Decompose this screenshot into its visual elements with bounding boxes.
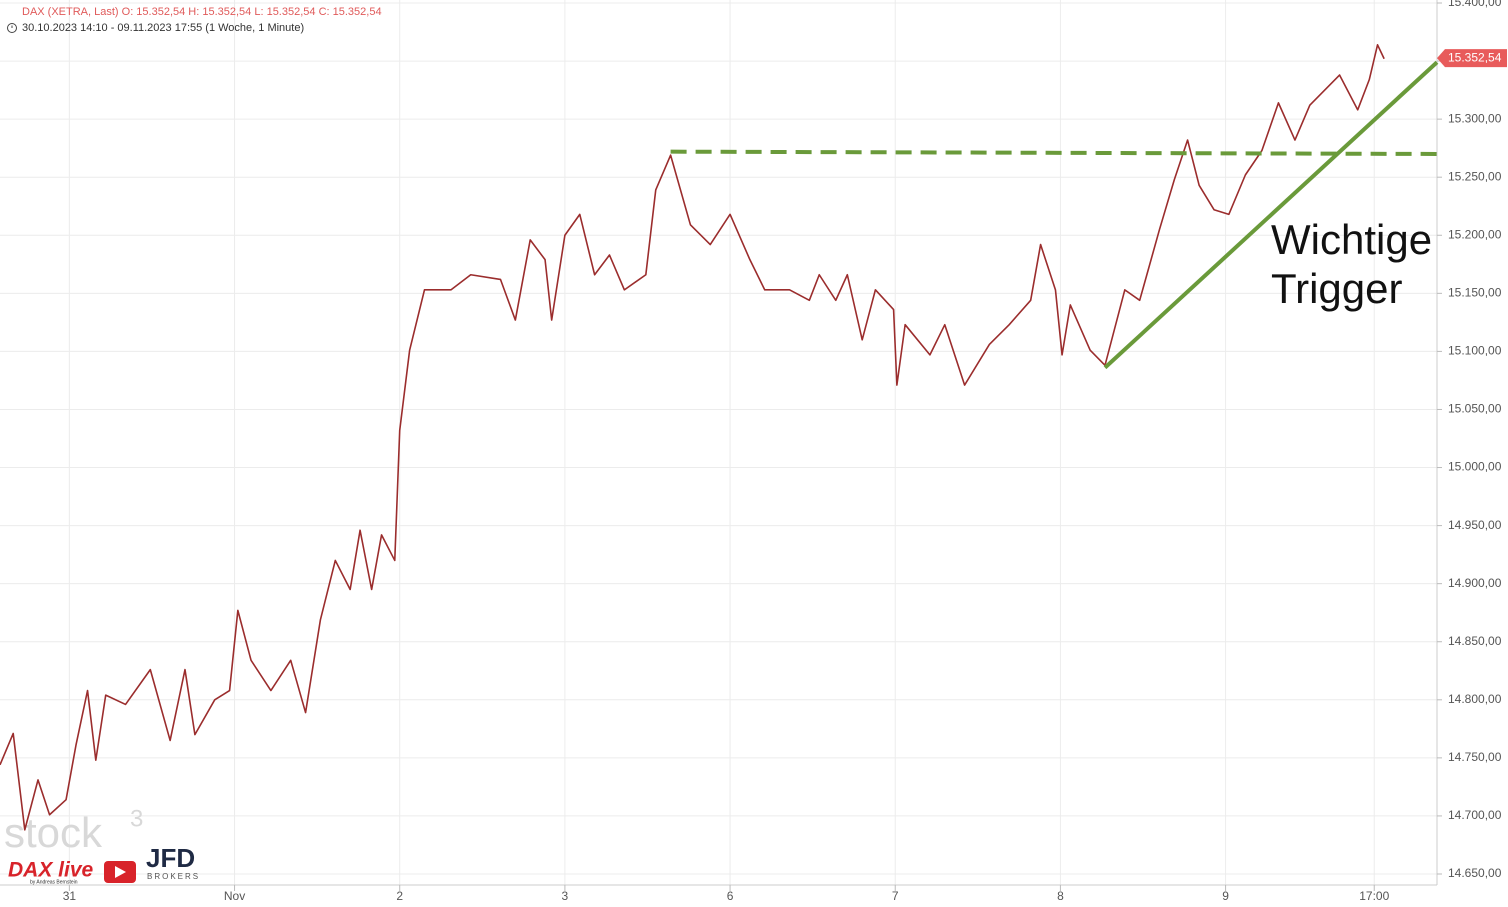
x-tick-label: 3 <box>562 889 569 903</box>
watermark: stock <box>4 809 103 856</box>
annotation: Trigger <box>1271 265 1402 312</box>
y-tick-label: 14.950,00 <box>1448 518 1502 532</box>
y-tick-label: 15.200,00 <box>1448 227 1502 241</box>
grid <box>0 0 1437 885</box>
watermark-sup: 3 <box>130 805 143 832</box>
x-tick-label: 8 <box>1057 889 1064 903</box>
x-tick-label: 6 <box>727 889 734 903</box>
y-tick-label: 14.850,00 <box>1448 634 1502 648</box>
chart-title: DAX (XETRA, Last) O: 15.352,54 H: 15.352… <box>22 6 382 18</box>
y-tick-label: 14.800,00 <box>1448 692 1502 706</box>
logos: stock 3 DAX live by Andreas Bernstein JF… <box>4 805 200 885</box>
y-tick-label: 14.900,00 <box>1448 576 1502 590</box>
byline: by Andreas Bernstein <box>30 879 78 885</box>
resistance-line <box>670 149 1438 156</box>
x-tick-label: 7 <box>892 889 899 903</box>
jfd-brokers: BROKERS <box>147 872 200 881</box>
y-tick-label: 15.100,00 <box>1448 344 1502 358</box>
y-tick-label: 14.650,00 <box>1448 866 1502 880</box>
y-tick-label: 15.000,00 <box>1448 460 1502 474</box>
last-price-label: 15.352,54 <box>1448 50 1502 64</box>
clock-icon <box>7 23 17 33</box>
y-tick-label: 15.050,00 <box>1448 402 1502 416</box>
x-tick-label: 17:00 <box>1359 889 1389 903</box>
y-tick-label: 14.700,00 <box>1448 808 1502 822</box>
x-tick-label: 2 <box>396 889 403 903</box>
y-tick-label: 15.250,00 <box>1448 169 1502 183</box>
last-price-tag <box>1437 49 1507 68</box>
dax-live-logo: DAX live <box>8 859 94 882</box>
y-tick-label: 15.400,00 <box>1448 0 1502 9</box>
x-tick-label: Nov <box>224 889 245 903</box>
price-line <box>0 44 1385 831</box>
chart-subtitle: 30.10.2023 14:10 - 09.11.2023 17:55 (1 W… <box>22 22 304 34</box>
y-tick-label: 15.150,00 <box>1448 286 1502 300</box>
x-tick-label: 9 <box>1222 889 1229 903</box>
annotation: Wichtige <box>1271 216 1432 263</box>
play-icon <box>115 866 126 878</box>
y-tick-label: 14.750,00 <box>1448 750 1502 764</box>
x-tick-label: 31 <box>63 889 77 903</box>
trend-line <box>1103 60 1439 370</box>
jfd-logo: JFD <box>146 843 195 873</box>
y-tick-label: 15.300,00 <box>1448 111 1502 125</box>
